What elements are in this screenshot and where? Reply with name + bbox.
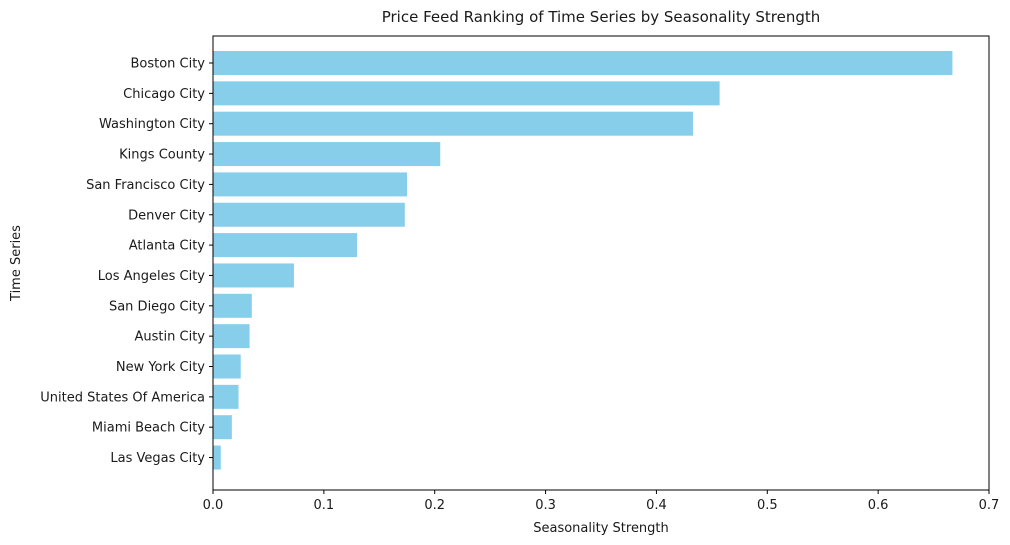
- y-tick-label: Denver City: [128, 208, 205, 223]
- y-tick-label: Austin City: [135, 330, 206, 345]
- y-tick-label: United States Of America: [40, 390, 205, 405]
- y-tick-label: Las Vegas City: [110, 451, 205, 466]
- bar: [213, 384, 239, 409]
- y-tick-label: San Francisco City: [86, 178, 205, 193]
- bar: [213, 233, 358, 258]
- x-tick-label: 0.0: [203, 498, 224, 513]
- bar: [213, 81, 720, 106]
- y-tick-label: New York City: [116, 360, 205, 375]
- x-tick-labels: 0.0 0.1 0.2 0.3 0.4 0.5 0.6 0.7: [203, 490, 1000, 513]
- x-tick-label: 0.3: [535, 498, 556, 513]
- x-tick-label: 0.6: [868, 498, 889, 513]
- bar: [213, 111, 694, 136]
- bar: [213, 51, 953, 75]
- bar: [213, 415, 232, 440]
- bars: [213, 51, 953, 470]
- x-tick-label: 0.5: [757, 498, 778, 513]
- x-tick-label: 0.1: [314, 498, 335, 513]
- bar: [213, 445, 221, 470]
- x-axis-label: Seasonality Strength: [533, 521, 669, 536]
- x-tick-label: 0.4: [646, 498, 667, 513]
- y-tick-label: Washington City: [99, 117, 205, 132]
- bar: [213, 324, 250, 349]
- bar: [213, 202, 405, 227]
- bar: [213, 263, 294, 288]
- x-tick-label: 0.2: [424, 498, 445, 513]
- bar: [213, 172, 407, 197]
- bar: [213, 142, 441, 167]
- y-tick-label: San Diego City: [109, 299, 205, 314]
- y-tick-label: Los Angeles City: [98, 269, 206, 284]
- y-tick-label: Miami Beach City: [92, 421, 205, 436]
- chart-title: Price Feed Ranking of Time Series by Sea…: [382, 8, 821, 26]
- y-tick-label: Kings County: [119, 148, 205, 163]
- y-tick-label: Boston City: [130, 57, 205, 72]
- plot-frame: [212, 35, 990, 491]
- x-tick-label: 0.7: [979, 498, 1000, 513]
- y-tick-labels: Boston City Chicago City Washington City Ki…: [40, 57, 213, 466]
- bar: [213, 293, 252, 318]
- y-tick-label: Atlanta City: [129, 239, 206, 254]
- bar: [213, 354, 241, 379]
- y-tick-label: Chicago City: [123, 87, 205, 102]
- y-axis-label: Time Series: [9, 225, 24, 302]
